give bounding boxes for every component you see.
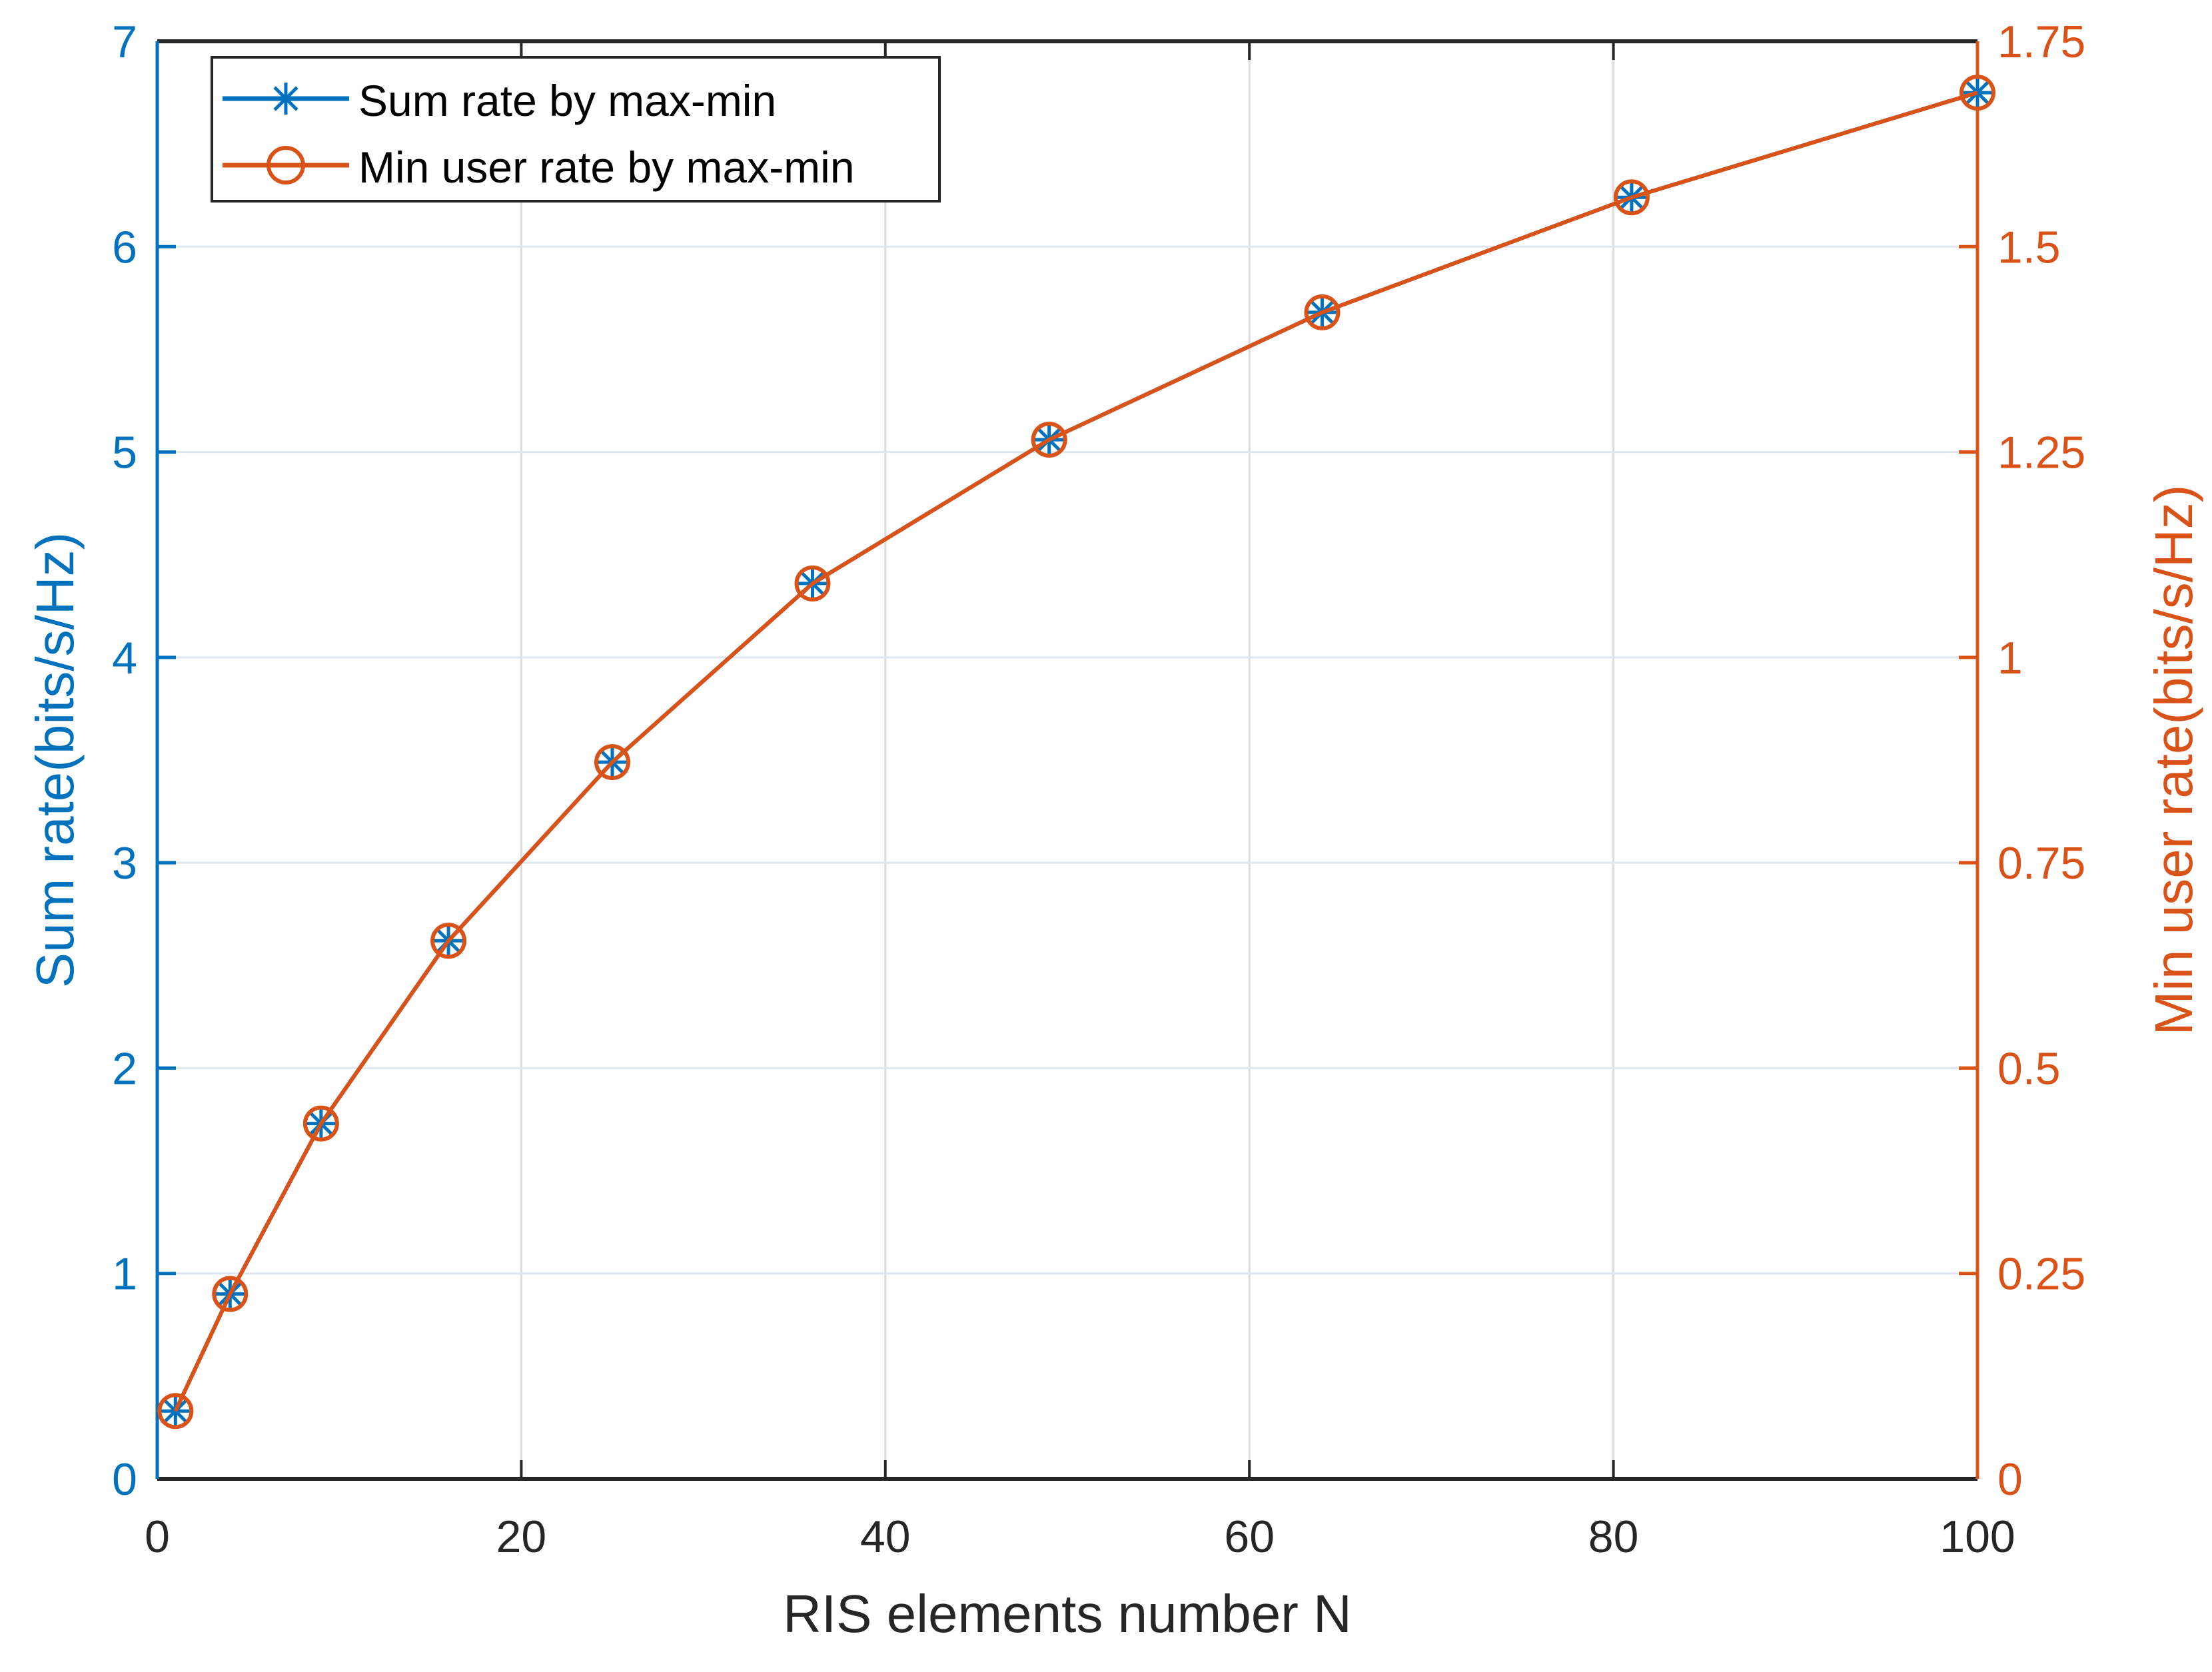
y-axis-left-label: Sum rate(bits/s/Hz) [25,532,85,989]
series-layer [157,75,1995,1430]
data-point-circle [212,1276,249,1312]
legend: Sum rate by max-min Min user rate by max… [211,56,941,203]
x-tick-label: 0 [145,1511,170,1562]
legend-box [211,56,941,203]
y-right-tick-label: 1.5 [1997,222,2061,272]
axes: 0 20 40 60 80 100 0 1 2 3 4 5 6 7 0 0.25 0.5 0.75 1 1.25 1.5… [112,17,2085,1562]
y-right-tick-label: 0 [1997,1454,2023,1505]
data-point-circle [1304,294,1341,330]
y-left-tick-label: 2 [112,1043,137,1094]
x-axis-label: RIS elements number N [783,1584,1352,1643]
legend-marker-circle-icon [267,146,305,185]
x-tick-label: 60 [1224,1511,1275,1562]
legend-marker-asterisk-icon [270,83,302,115]
y-axis-right-label: Min user rate(bits/s/Hz) [2144,485,2203,1036]
y-right-tick-label: 0.75 [1997,838,2085,889]
x-tick-label: 20 [496,1511,547,1562]
x-tick-label: 40 [860,1511,911,1562]
y-left-tick-label: 7 [112,17,137,67]
grid [156,40,1979,1480]
y-left-tick-label: 5 [112,428,137,478]
y-left-tick-label: 3 [112,838,137,889]
y-left-tick-label: 1 [112,1249,137,1300]
y-right-tick-label: 0.5 [1997,1043,2061,1094]
y-left-tick-label: 0 [112,1454,137,1505]
y-left-tick-label: 6 [112,222,137,272]
y-right-tick-label: 0.25 [1997,1249,2085,1300]
x-tick-label: 100 [1939,1511,2015,1562]
data-point-circle [157,1393,194,1430]
data-point-circle [594,744,630,781]
y-right-tick-label: 1.25 [1997,428,2085,478]
y-right-tick-label: 1.75 [1997,17,2085,67]
x-tick-label: 80 [1588,1511,1639,1562]
plot-area [157,41,1977,1479]
asterisk-stroke [273,86,298,111]
data-point-circle [1031,422,1067,458]
data-point-circle [302,1105,339,1142]
y-left-tick-label: 4 [112,633,137,683]
y-right-tick-label: 1 [1997,633,2023,683]
data-point-circle [794,565,831,602]
data-point-circle [1613,179,1650,216]
data-point-circle [1959,75,1995,111]
series-line-1 [173,91,1978,1412]
legend-label-min-rate: Min user rate by max-min [358,143,855,192]
legend-label-sum-rate: Sum rate by max-min [358,76,776,125]
data-point-circle [430,923,467,959]
